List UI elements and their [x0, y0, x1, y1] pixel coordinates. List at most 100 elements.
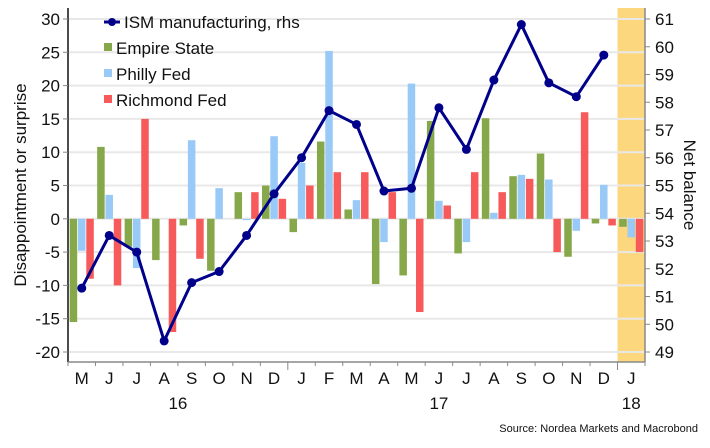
x-tick-label: D — [598, 369, 610, 388]
x-tick-label: N — [240, 369, 252, 388]
legend-label-ism: ISM manufacturing, rhs — [124, 13, 300, 32]
bar-empire-state — [179, 218, 188, 226]
y-tick-label: -5 — [45, 243, 60, 262]
legend: ISM manufacturing, rhs Empire State Phil… — [104, 13, 300, 110]
ism-point — [324, 106, 334, 116]
y2-tick-label: 52 — [655, 260, 674, 279]
x-tick-label: J — [105, 369, 114, 388]
bar-richmond-fed — [361, 172, 369, 219]
ism-point — [571, 92, 581, 102]
bar-empire-state — [69, 218, 78, 323]
x-tick-label: A — [488, 369, 500, 388]
bar-philly-fed — [325, 50, 333, 219]
ism-point — [489, 75, 499, 85]
y2-tick-label: 57 — [655, 121, 674, 140]
ism-point — [379, 186, 389, 196]
x-tick-label: M — [404, 369, 418, 388]
bar-richmond-fed — [416, 218, 424, 313]
bar-empire-state — [591, 218, 600, 224]
y-tick-label: -10 — [35, 276, 60, 295]
bar-empire-state — [152, 218, 160, 261]
bar-empire-state — [234, 192, 243, 219]
x-tick-label: S — [186, 369, 197, 388]
bar-philly-fed — [187, 140, 196, 219]
bar-philly-fed — [215, 188, 223, 219]
bar-philly-fed — [380, 218, 388, 243]
y-tick-label: 15 — [41, 110, 60, 129]
x-tick-label: J — [435, 369, 444, 388]
y2-tick-label: 49 — [655, 343, 674, 362]
bar-richmond-fed — [306, 185, 314, 219]
ism-point — [406, 183, 416, 193]
ism-line — [80, 23, 606, 343]
bar-richmond-fed — [525, 178, 534, 219]
bar-philly-fed — [517, 174, 526, 219]
bar-richmond-fed — [196, 218, 204, 259]
legend-label-empire: Empire State — [116, 39, 214, 58]
legend-philly-swatch-icon — [104, 69, 112, 77]
bar-philly-fed — [352, 200, 361, 219]
bar-empire-state — [454, 218, 462, 254]
ism-point — [461, 144, 471, 154]
y-axis-title-right: Net balance — [680, 140, 699, 231]
x-year-label: 17 — [429, 394, 448, 413]
bar-empire-state — [124, 218, 133, 247]
ism-point — [544, 78, 554, 88]
legend-label-richmond: Richmond Fed — [116, 91, 227, 110]
bar-richmond-fed — [388, 192, 397, 219]
ism-point — [516, 20, 526, 30]
x-tick-label: N — [570, 369, 582, 388]
ism-point — [159, 336, 169, 346]
ism-point — [297, 153, 307, 163]
legend-richmond-swatch-icon — [104, 95, 112, 103]
y2-tick-label: 51 — [655, 288, 674, 307]
bar-philly-fed — [462, 218, 471, 243]
x-tick-label: J — [297, 369, 306, 388]
x-tick-label: M — [349, 369, 363, 388]
y-tick-label: -15 — [35, 310, 60, 329]
bar-philly-fed — [77, 218, 86, 251]
x-year-label: 18 — [622, 394, 641, 413]
bar-philly-fed — [490, 212, 498, 219]
x-tick-label: J — [627, 369, 636, 388]
x-tick-label: O — [213, 369, 226, 388]
y2-tick-label: 60 — [655, 38, 674, 57]
ism-point — [352, 119, 361, 129]
bar-philly-fed — [105, 194, 113, 219]
legend-ism-marker-icon — [108, 18, 116, 26]
ism-point — [104, 230, 114, 240]
y-axis-title-left: Disappointment or surprise — [11, 83, 30, 286]
bar-empire-state — [536, 153, 545, 219]
ism-point — [269, 189, 279, 199]
x-tick-label: F — [324, 369, 334, 388]
bar-empire-state — [371, 218, 380, 285]
x-tick-label: M — [75, 369, 89, 388]
bar-empire-state — [97, 146, 105, 219]
x-tick-label: J — [462, 369, 471, 388]
x-tick-label: D — [268, 369, 280, 388]
ism-point — [77, 283, 87, 293]
y2-tick-label: 53 — [655, 232, 674, 251]
y2-tick-label: 55 — [655, 177, 674, 196]
bar-empire-state — [262, 185, 270, 219]
x-tick-label: A — [158, 369, 170, 388]
ism-point — [242, 230, 252, 240]
y2-tick-label: 54 — [655, 204, 674, 223]
y2-tick-label: 56 — [655, 149, 674, 168]
bar-richmond-fed — [278, 198, 287, 219]
legend-label-philly: Philly Fed — [116, 65, 191, 84]
bar-richmond-fed — [635, 218, 644, 253]
x-tick-label: S — [516, 369, 527, 388]
y-tick-label: 10 — [41, 143, 60, 162]
y2-tick-label: 58 — [655, 93, 674, 112]
ism-point — [187, 278, 197, 288]
ism-point — [599, 50, 609, 60]
ism-point — [434, 103, 444, 113]
ism-point — [214, 267, 224, 277]
bar-richmond-fed — [443, 205, 451, 219]
bar-richmond-fed — [113, 218, 122, 286]
legend-empire-swatch-icon — [104, 43, 112, 51]
bar-empire-state — [399, 218, 407, 276]
bar-empire-state — [619, 218, 627, 227]
